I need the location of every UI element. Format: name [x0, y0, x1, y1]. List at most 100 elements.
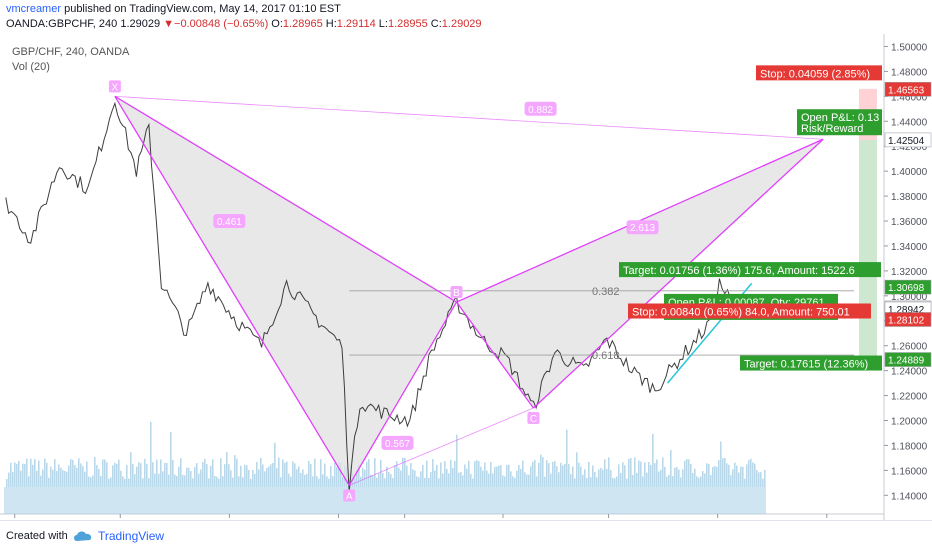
volume-bar [564, 464, 566, 487]
volume-bar [530, 466, 532, 487]
volume-bar [698, 477, 700, 487]
volume-bar [52, 469, 54, 487]
volume-bar [646, 472, 648, 487]
volume-bar [448, 473, 450, 487]
volume-bar [676, 467, 678, 487]
volume-bar [134, 474, 136, 487]
volume-bar [466, 468, 468, 487]
volume-bar [274, 442, 276, 487]
volume-bar [422, 464, 424, 487]
volume-bar [212, 459, 214, 487]
low-label: L: [378, 18, 388, 30]
y-tick-label: 1.36000 [891, 217, 928, 228]
volume-bar [164, 462, 166, 487]
y-tick-label: 1.14000 [891, 491, 928, 502]
volume-bar [262, 464, 264, 487]
volume-bar [540, 454, 542, 487]
volume-bar [554, 461, 556, 487]
volume-bar [636, 472, 638, 487]
volume-bar [640, 461, 642, 487]
volume-base [4, 487, 766, 514]
volume-bar [70, 459, 72, 487]
ratio-badge [524, 101, 557, 116]
volume-bar [68, 465, 70, 487]
volume-bar [688, 459, 690, 487]
volume-bar [136, 466, 138, 487]
volume-bar [648, 462, 650, 487]
volume-bar [236, 458, 238, 487]
volume-bar [492, 473, 494, 487]
volume-bar [622, 462, 624, 487]
volume-bar [600, 467, 602, 487]
volume-bar [392, 478, 394, 487]
volume-bar [650, 465, 652, 487]
volume-bar [292, 461, 294, 487]
volume-bar [460, 471, 462, 487]
open-label: O: [271, 18, 283, 30]
volume-bar [692, 472, 694, 487]
volume-bar [630, 458, 632, 487]
volume-bar [686, 458, 688, 487]
volume-bar [150, 421, 152, 487]
volume-bar [28, 476, 30, 487]
volume-bar [166, 463, 168, 487]
volume-bar [706, 463, 708, 487]
volume-bar [124, 478, 126, 487]
volume-bar [206, 464, 208, 487]
volume-bar [728, 464, 730, 487]
volume-bar [302, 469, 304, 487]
volume-bar [506, 465, 508, 487]
volume-bar [678, 469, 680, 487]
y-tick-label: 1.22000 [891, 392, 928, 403]
tradingview-brand[interactable]: TradingView [98, 529, 165, 543]
volume-bar [680, 477, 682, 487]
volume-bar [522, 460, 524, 487]
volume-bar [356, 470, 358, 487]
volume-bar [580, 466, 582, 487]
open-pnl-1-tag: Risk/Reward [801, 123, 863, 135]
volume-bar [632, 475, 634, 487]
volume-bar [414, 470, 416, 487]
close-value: 1.29029 [441, 18, 482, 30]
volume-bar [20, 470, 22, 487]
volume-bar [426, 460, 428, 487]
volume-bar [84, 471, 86, 487]
price-chart[interactable]: 1.50000 1.48000 1.46000 1.44000 1.42000 1.400… [0, 34, 932, 520]
volume-bar [234, 455, 236, 487]
volume-bar [86, 461, 88, 487]
volume-bar [202, 461, 204, 487]
volume-bar [210, 465, 212, 487]
price-axis-label: 1.46563 [888, 85, 925, 96]
volume-bar [592, 465, 594, 487]
y-tick-label: 1.18000 [891, 441, 928, 452]
volume-bar [386, 466, 388, 487]
volume-bar [616, 476, 618, 487]
volume-bar [220, 458, 222, 487]
volume-bar [474, 461, 476, 487]
volume-bar [300, 473, 302, 487]
username-link[interactable]: vmcreamer [6, 3, 62, 15]
price-axis-label-bg [884, 82, 932, 97]
price-axis-label-bg [884, 279, 932, 295]
y-tick-label: 1.44000 [891, 117, 928, 128]
volume-bar [598, 469, 600, 487]
volume-bar [318, 478, 320, 487]
volume-bar [108, 478, 110, 487]
volume-bar [546, 460, 548, 487]
volume-bar [92, 475, 94, 487]
volume-bar [548, 463, 550, 487]
volume-bar [510, 471, 512, 487]
volume-bar [156, 459, 158, 487]
volume-bar [682, 469, 684, 487]
volume-bar [524, 472, 526, 487]
target-1-tag-bg [619, 262, 881, 278]
volume-bar [260, 457, 262, 487]
volume-bar [408, 475, 410, 487]
volume-bar [358, 464, 360, 487]
volume-bar [36, 470, 38, 487]
volume-bar [582, 474, 584, 487]
volume-bar [120, 470, 122, 487]
volume-bar [664, 466, 666, 487]
ratio-label: 0.882 [528, 105, 553, 116]
volume-bar [122, 476, 124, 487]
